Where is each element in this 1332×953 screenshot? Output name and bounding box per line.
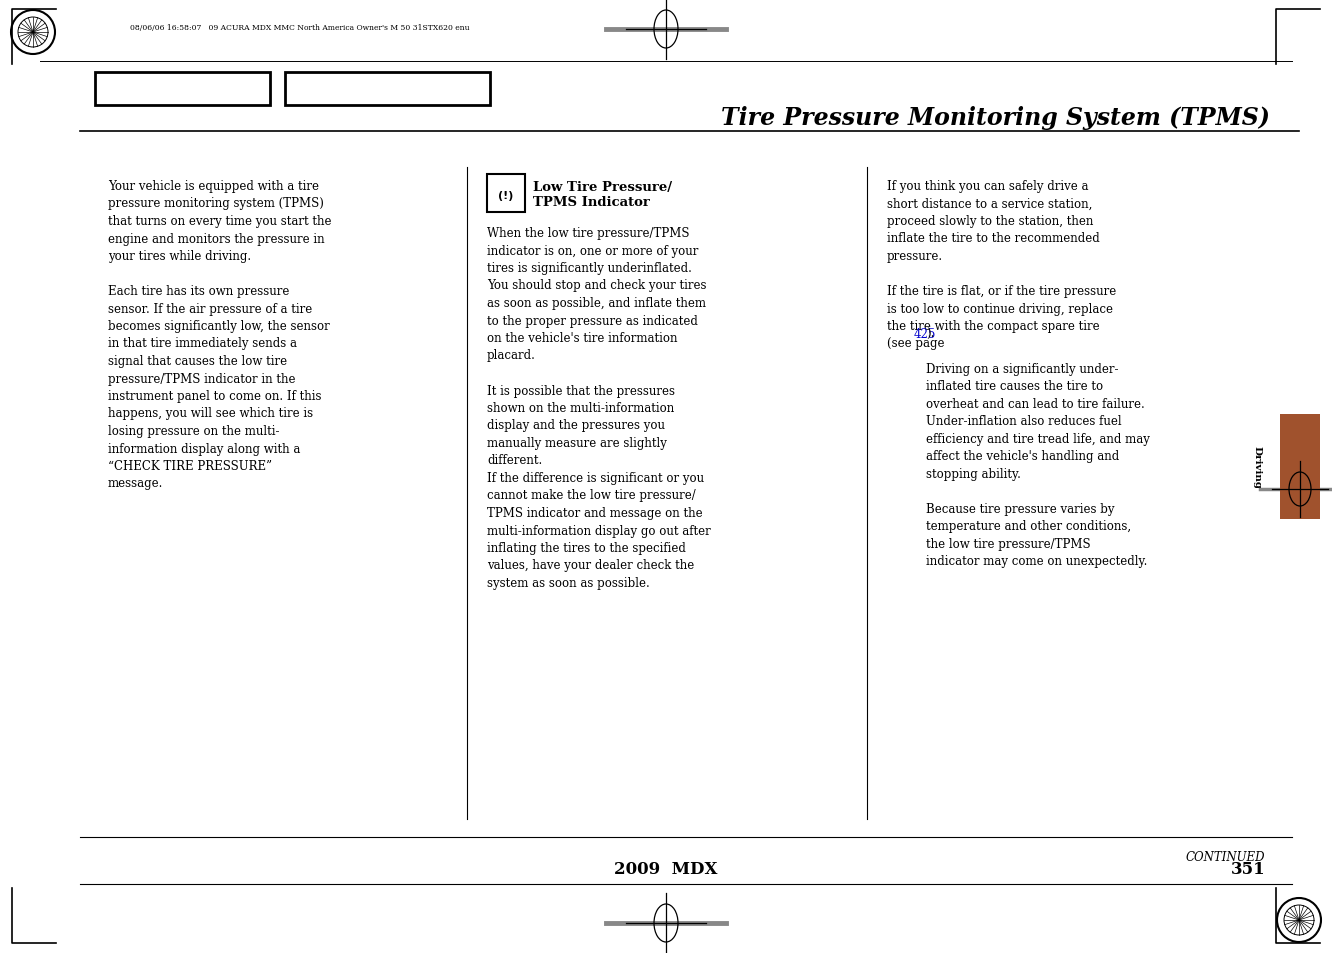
- Text: 08/06/06 16:58:07   09 ACURA MDX MMC North America Owner's M 50 31STX620 enu: 08/06/06 16:58:07 09 ACURA MDX MMC North…: [131, 24, 469, 32]
- Text: When the low tire pressure/TPMS
indicator is on, one or more of your
tires is si: When the low tire pressure/TPMS indicato…: [488, 227, 711, 589]
- Bar: [95, 73, 270, 106]
- Text: 2009  MDX: 2009 MDX: [614, 861, 718, 878]
- Text: 425: 425: [914, 328, 935, 340]
- Text: If you think you can safely drive a
short distance to a service station,
proceed: If you think you can safely drive a shor…: [887, 180, 1116, 350]
- Text: Tire Pressure Monitoring System (TPMS): Tire Pressure Monitoring System (TPMS): [721, 106, 1269, 130]
- Text: Driving: Driving: [1252, 446, 1261, 489]
- Text: 351: 351: [1231, 861, 1265, 878]
- Bar: [1280, 415, 1320, 519]
- Text: TPMS Indicator: TPMS Indicator: [533, 195, 650, 209]
- Text: ).

Driving on a significantly under-
inflated tire causes the tire to
overheat : ). Driving on a significantly under- inf…: [926, 328, 1150, 568]
- Text: CONTINUED: CONTINUED: [1185, 850, 1265, 863]
- Text: Low Tire Pressure/: Low Tire Pressure/: [533, 181, 673, 193]
- Bar: [285, 73, 490, 106]
- Text: Your vehicle is equipped with a tire
pressure monitoring system (TPMS)
that turn: Your vehicle is equipped with a tire pre…: [108, 180, 332, 490]
- Text: (!): (!): [498, 191, 514, 201]
- Bar: [488, 174, 525, 213]
